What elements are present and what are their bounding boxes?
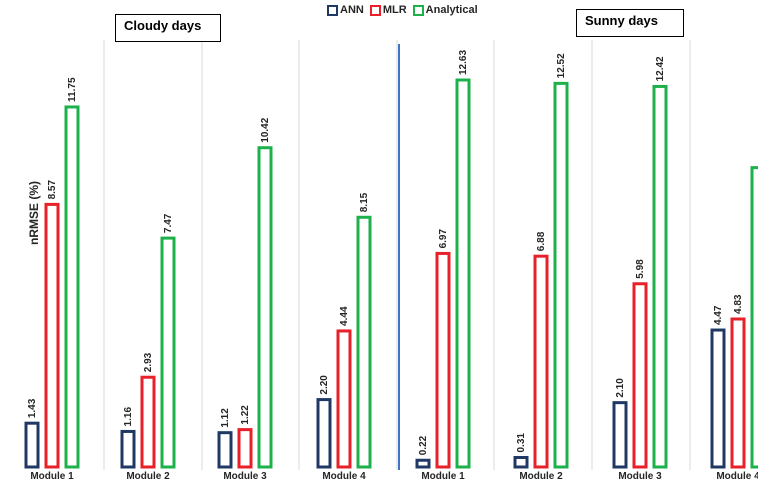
y-axis-label: nRMSE (%) xyxy=(27,181,41,245)
x-tick-label: Module 3 xyxy=(223,471,267,482)
value-label-ann: 2.20 xyxy=(319,375,330,395)
value-label-mlr: 4.44 xyxy=(339,306,350,326)
bar-analytical xyxy=(257,146,273,469)
bar-mlr xyxy=(140,375,156,469)
bar-analytical xyxy=(750,166,758,469)
bar-ann xyxy=(710,328,726,469)
value-label-mlr: 5.98 xyxy=(635,259,646,279)
value-label-ann: 0.22 xyxy=(418,435,429,455)
bar-analytical xyxy=(160,236,176,469)
bar-ann xyxy=(316,398,332,469)
legend-swatch-mlr xyxy=(369,4,381,16)
x-tick-label: Module 3 xyxy=(618,471,662,482)
panel-title-cloudy-text: Cloudy days xyxy=(124,18,202,33)
legend-swatch-analytical xyxy=(412,4,424,16)
panel-title-cloudy: Cloudy days xyxy=(115,14,221,42)
bar-ann xyxy=(612,401,628,469)
value-label-mlr: 6.88 xyxy=(536,231,547,251)
value-label-ann: 1.12 xyxy=(220,408,231,428)
bar-mlr xyxy=(632,282,648,469)
value-label-analytical: 12.42 xyxy=(655,56,666,81)
x-tick-label: Module 2 xyxy=(126,471,170,482)
x-tick-labels: Module 1 Module 2 Module 3 Module 4 Module 1… xyxy=(30,471,758,482)
value-label-ann: 1.43 xyxy=(27,398,38,418)
bar-ann xyxy=(217,431,233,469)
bar-ann xyxy=(415,458,431,469)
value-label-analytical: 11.75 xyxy=(67,77,78,102)
legend-item-analytical: Analytical xyxy=(412,4,478,16)
value-label-ann: 0.31 xyxy=(516,433,527,453)
legend-label-mlr: MLR xyxy=(382,4,407,16)
bar-mlr xyxy=(730,317,746,469)
value-label-analytical: 10.42 xyxy=(260,117,271,142)
bar-mlr xyxy=(336,329,352,469)
value-labels-group: 1.43 1.16 1.12 2.20 0.22 0.31 2.10 4.47 8.57 2.93… xyxy=(27,50,744,456)
x-tick-label: Module 2 xyxy=(519,471,563,482)
bar-mlr xyxy=(533,254,549,469)
value-label-mlr: 1.22 xyxy=(240,405,251,425)
x-tick-label: Module 1 xyxy=(30,471,74,482)
value-label-analytical: 12.52 xyxy=(556,53,567,78)
bar-ann xyxy=(24,421,40,469)
bar-analytical xyxy=(652,84,668,469)
legend-item-ann: ANN xyxy=(327,4,364,16)
bar-analytical xyxy=(553,81,569,469)
value-label-analytical: 7.47 xyxy=(163,213,174,233)
panel-separators xyxy=(103,40,691,470)
value-label-analytical: 12.63 xyxy=(458,50,469,75)
bars-group xyxy=(24,78,758,469)
panel-title-sunny: Sunny days xyxy=(576,9,684,37)
bar-ann xyxy=(120,429,136,469)
panel-title-sunny-text: Sunny days xyxy=(585,13,658,28)
bar-mlr xyxy=(237,428,253,469)
bar-ann xyxy=(513,456,529,469)
x-tick-label: Module 1 xyxy=(421,471,465,482)
legend-item-mlr: MLR xyxy=(369,4,407,16)
legend-label-analytical: Analytical xyxy=(425,4,478,16)
x-tick-label: Module 4 xyxy=(716,471,758,482)
value-label-mlr: 4.83 xyxy=(733,294,744,314)
bar-mlr xyxy=(435,251,451,469)
bar-analytical xyxy=(455,78,471,469)
value-label-analytical: 8.15 xyxy=(359,192,370,212)
legend-label-ann: ANN xyxy=(340,4,364,16)
value-label-mlr: 2.93 xyxy=(143,352,154,372)
legend: ANN MLR Analytical xyxy=(327,4,478,16)
value-label-mlr: 8.57 xyxy=(47,180,58,200)
bar-analytical xyxy=(64,105,80,469)
value-label-ann: 1.16 xyxy=(123,407,134,427)
value-label-ann: 4.47 xyxy=(713,305,724,325)
bar-analytical xyxy=(356,215,372,469)
value-label-mlr: 6.97 xyxy=(438,229,449,249)
legend-swatch-ann xyxy=(327,4,338,16)
bar-mlr xyxy=(44,202,60,469)
value-label-ann: 2.10 xyxy=(615,378,626,398)
x-tick-label: Module 4 xyxy=(322,471,366,482)
